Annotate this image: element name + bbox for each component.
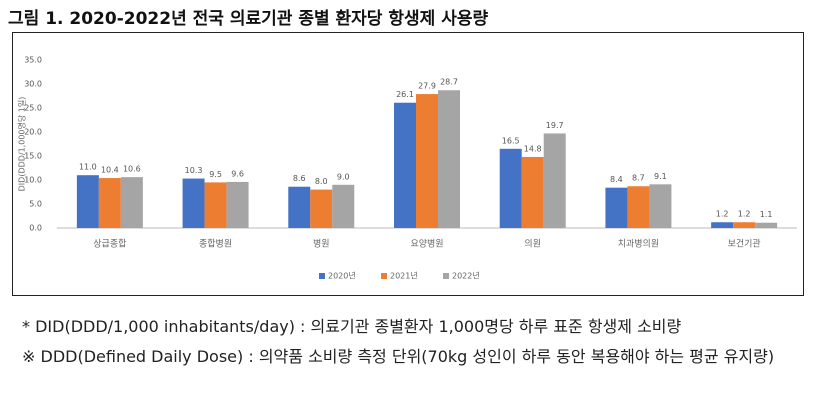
bar [543, 133, 566, 228]
footnote: ※ DDD(Defined Daily Dose) : 의약품 소비량 측정 단… [22, 347, 775, 366]
data-label: 14.8 [524, 144, 542, 153]
x-tick-label: 종합병원 [199, 239, 232, 250]
bar [288, 186, 311, 228]
data-label: 26.1 [396, 90, 414, 99]
x-tick-label: 상급종합 [93, 239, 126, 250]
bar [755, 222, 778, 228]
y-tick-label: 15.0 [24, 152, 42, 161]
x-tick-label: 보건기관 [728, 239, 761, 250]
bar [416, 94, 438, 228]
legend-label: 2022년 [452, 271, 480, 281]
bar [711, 222, 734, 228]
data-label: 10.3 [185, 166, 203, 175]
y-tick-label: 5.0 [29, 200, 42, 209]
legend-swatch [381, 273, 387, 279]
y-tick-label: 30.0 [24, 80, 42, 89]
data-label: 9.6 [231, 169, 244, 178]
y-tick-label: 25.0 [24, 104, 42, 113]
y-tick-label: 10.0 [24, 176, 42, 185]
data-label: 9.5 [209, 170, 222, 179]
data-label: 28.7 [440, 78, 458, 87]
figure-title: 그림 1. 2020-2022년 전국 의료기관 종별 환자당 항생제 사용량 [8, 9, 489, 29]
data-label: 1.2 [716, 210, 729, 219]
x-tick-label: 요양병원 [410, 239, 443, 250]
data-label: 10.4 [101, 166, 119, 175]
bar [332, 184, 355, 228]
y-axis-title: DID(DDD/1,000명당 1일) [17, 97, 27, 192]
data-label: 16.5 [502, 136, 520, 145]
x-tick-label: 의원 [524, 239, 541, 250]
data-label: 8.0 [315, 177, 328, 186]
data-label: 9.0 [337, 172, 350, 181]
legend-swatch [443, 273, 449, 279]
data-label: 11.0 [79, 163, 97, 172]
y-tick-label: 0.0 [29, 224, 42, 233]
data-label: 1.1 [760, 210, 773, 219]
legend-swatch [319, 273, 325, 279]
bar [733, 222, 756, 228]
bar [76, 175, 99, 228]
bar [98, 178, 121, 228]
data-label: 10.6 [123, 165, 141, 174]
y-tick-label: 35.0 [24, 56, 42, 65]
x-tick-label: 치과병의원 [618, 238, 659, 250]
y-tick-label: 20.0 [24, 128, 42, 137]
bar [310, 189, 333, 228]
bar [182, 178, 205, 228]
bar [499, 148, 522, 228]
legend-label: 2020년 [328, 271, 356, 281]
bar [204, 182, 227, 228]
bar [226, 181, 249, 228]
data-label: 8.6 [293, 174, 306, 183]
data-label: 8.7 [632, 174, 645, 183]
bar [605, 187, 628, 228]
x-tick-label: 병원 [313, 239, 330, 250]
bar [521, 156, 544, 228]
bar [120, 177, 143, 228]
data-label: 19.7 [546, 121, 564, 130]
data-label: 1.2 [738, 210, 751, 219]
bar [394, 102, 416, 228]
data-label: 8.4 [610, 175, 623, 184]
chart: DID(DDD/1,000명당 1일) 0.0 5.0 10.0 15.0 20.0 25… [12, 32, 804, 296]
bar [438, 90, 460, 228]
data-label: 27.9 [418, 82, 436, 91]
footnote: * DID(DDD/1,000 inhabitants/day) : 의료기관 … [22, 317, 682, 336]
bar [627, 186, 650, 228]
data-label: 9.1 [654, 172, 667, 181]
bar [649, 184, 672, 228]
legend-label: 2021년 [390, 271, 418, 281]
